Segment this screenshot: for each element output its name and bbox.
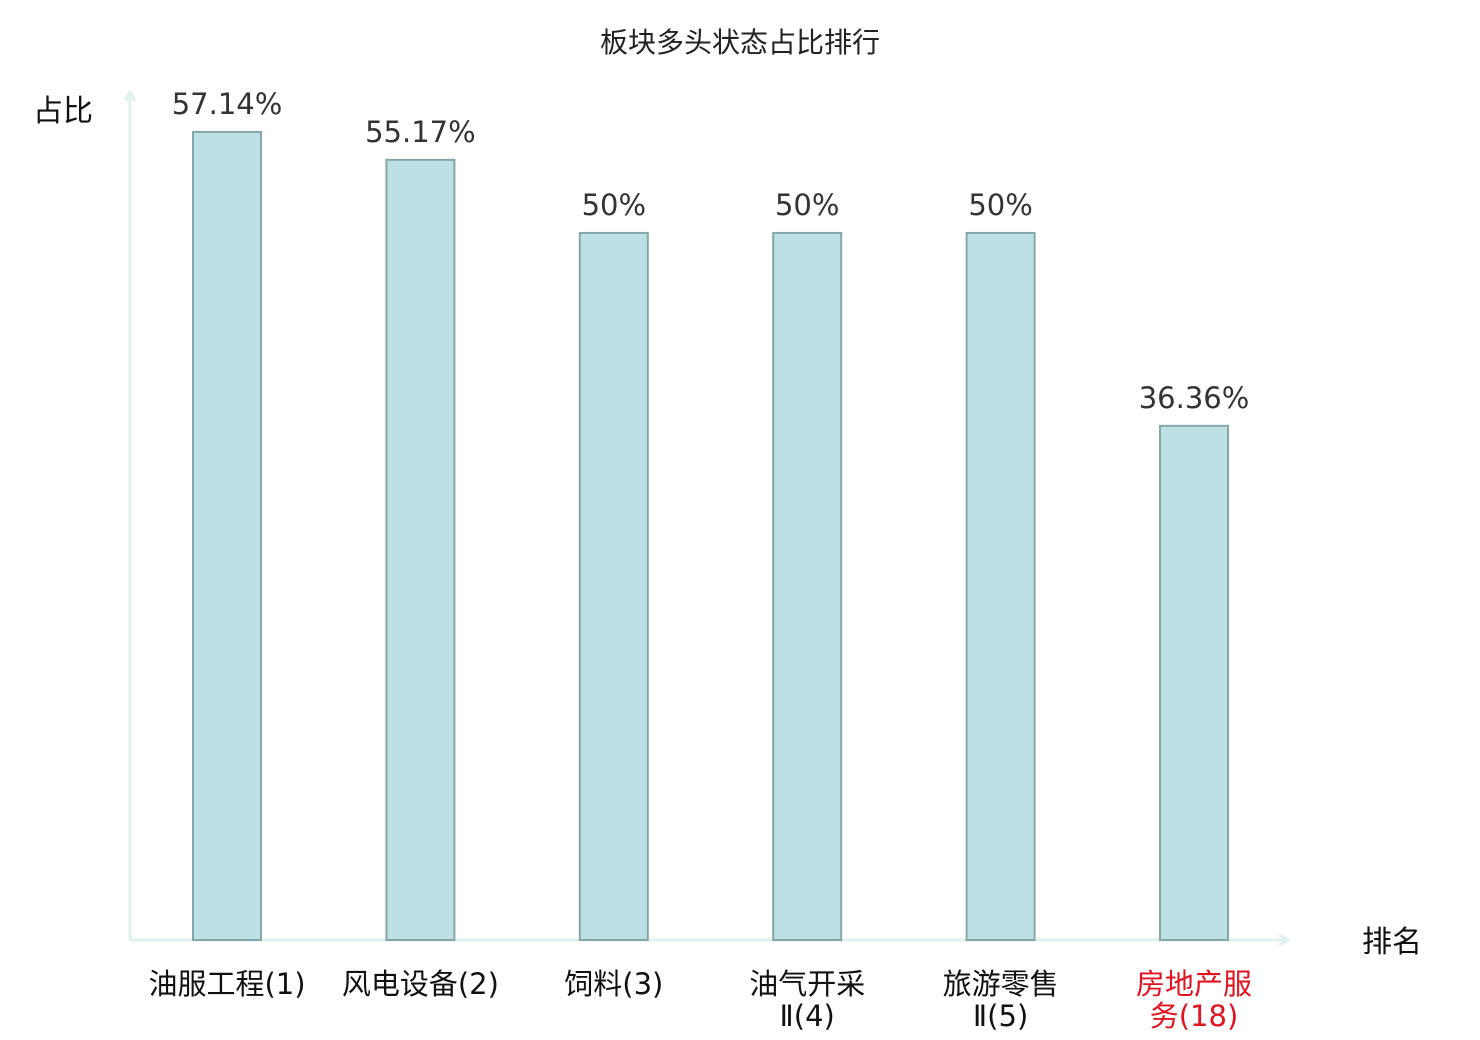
category-label-2: 风电设备(2): [342, 967, 499, 1001]
value-label-2: 55.17%: [365, 115, 476, 149]
category-label-3: 饲料(3): [564, 967, 663, 1001]
value-label-3: 50%: [582, 188, 646, 222]
category-label-5: 旅游零售 Ⅱ(5): [943, 967, 1059, 1033]
value-label-4: 50%: [775, 188, 839, 222]
category-label-4: 油气开采 Ⅱ(4): [749, 967, 865, 1033]
bar-4: [772, 231, 843, 941]
bar-1: [192, 131, 262, 941]
value-label-1: 57.14%: [172, 87, 283, 121]
bar-6: [1159, 424, 1229, 942]
value-label-6: 36.36%: [1139, 381, 1250, 415]
x-axis-label: 排名: [1362, 925, 1422, 960]
value-label-5: 50%: [968, 188, 1032, 222]
category-label-1: 油服工程(1): [148, 967, 305, 1001]
bar-3: [578, 231, 649, 941]
bar-2: [385, 158, 456, 942]
category-label-6: 房地产服务(18): [1136, 967, 1252, 1033]
bar-5: [965, 231, 1036, 941]
y-axis-label: 占比: [33, 94, 93, 129]
bars-group: 57.14% 油服工程(1) 55.17% 风电设备(2) 50% 饲料(3) 50% 油气开…: [148, 87, 1252, 1033]
chart-title: 板块多头状态占比排行: [600, 26, 880, 59]
